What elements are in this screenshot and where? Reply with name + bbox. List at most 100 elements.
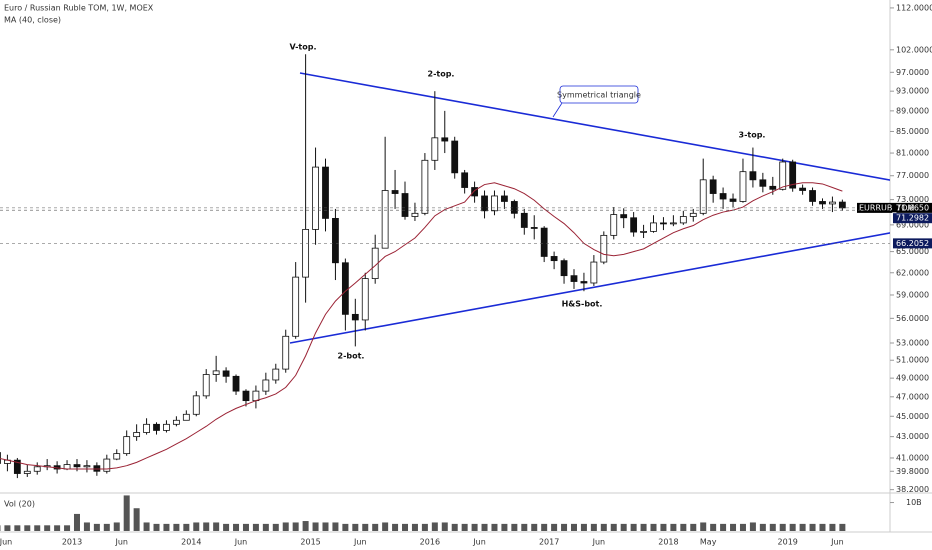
candle-body [520, 212, 528, 228]
volume-bar [481, 523, 488, 531]
candle-body [302, 229, 310, 278]
candle-body [530, 227, 538, 229]
x-tick-label: May [700, 538, 717, 547]
volume-bar [789, 523, 796, 531]
candle-body [699, 179, 707, 214]
volume-bar [680, 523, 687, 531]
y-tick-label: 73.0000 [896, 195, 929, 204]
annotation: 2-top. [428, 70, 455, 79]
volume-bar [710, 523, 717, 531]
volume-bar [223, 523, 230, 531]
x-tick-label: Jun [830, 538, 844, 547]
volume-bar [382, 522, 389, 531]
candle-body [252, 390, 260, 402]
candle-body [620, 214, 628, 219]
candle-body [322, 166, 329, 219]
volume-bar [670, 523, 677, 531]
y-tick-label: 97.0000 [896, 68, 929, 77]
x-tick-label: 2019 [778, 538, 798, 547]
candle-body [491, 195, 498, 212]
x-tick-label: 2018 [658, 538, 678, 547]
candle-body [123, 436, 131, 455]
candle-body [461, 172, 469, 188]
y-tick-label: 47.0000 [896, 392, 929, 401]
candle-body [361, 278, 369, 321]
volume-bar [650, 523, 657, 531]
candle-body [312, 166, 319, 230]
volume-bar [372, 523, 379, 531]
volume-bar [431, 522, 438, 531]
volume-bar [561, 523, 568, 531]
y-tick-label: 56.0000 [896, 314, 929, 323]
volume-bar [511, 523, 518, 531]
volume-bar [332, 522, 339, 531]
candle-body [182, 413, 190, 421]
volume-bar [769, 523, 776, 531]
candle-body [411, 212, 419, 217]
candle-body [679, 216, 687, 224]
y-tick-label: 77.0000 [896, 171, 929, 180]
volume-bar [809, 523, 816, 531]
x-tick-label: 2013 [62, 538, 82, 547]
x-tick-label: 2017 [539, 538, 559, 547]
y-tick-label: 112.0000 [896, 3, 932, 12]
volume-bar [24, 525, 31, 531]
y-tick-label: 39.8000 [896, 467, 929, 476]
candle-body [262, 379, 270, 392]
candle-body [192, 395, 200, 415]
x-tick-label: Jun [472, 538, 486, 547]
volume-bar [143, 522, 150, 531]
candle-body [689, 212, 697, 217]
y-tick-label: 45.0000 [896, 412, 929, 421]
x-tick-label: Jun [0, 538, 12, 547]
volume-bar [630, 523, 637, 531]
volume-bar [660, 523, 667, 531]
y-tick-label: 93.0000 [896, 87, 929, 96]
x-tick-label: 2015 [300, 538, 320, 547]
candle-body [540, 227, 548, 257]
volume-bar [551, 523, 558, 531]
candle-body [769, 185, 777, 190]
volume-bar [829, 523, 836, 531]
candle-body [570, 275, 578, 282]
price-label-box [893, 238, 932, 249]
candle-body [799, 187, 807, 191]
candle-body [83, 465, 91, 468]
indicator-label: MA (40, close) [4, 16, 61, 25]
volume-bar [779, 523, 786, 531]
volume-bar [411, 523, 418, 531]
symbol-label: EURRUB_TOM [859, 203, 915, 212]
volume-bar [14, 525, 21, 531]
y-tick-label: 41.0000 [896, 453, 929, 462]
y-tick-label: 38.2000 [896, 485, 929, 494]
volume-label: Vol (20) [4, 500, 35, 509]
candle-body [202, 374, 210, 397]
y-tick-label: 102.0000 [896, 45, 932, 54]
volume-bar [113, 522, 120, 531]
volume-bar [819, 523, 826, 531]
candle-body [33, 466, 41, 472]
candle-body [441, 137, 449, 142]
candle-body [660, 222, 667, 225]
candle-body [640, 230, 647, 233]
volume-bar [799, 523, 806, 531]
y-tick-label: 89.0000 [896, 106, 929, 115]
volume-bar [34, 525, 41, 531]
candle-body [471, 187, 478, 197]
volume-bar [541, 523, 548, 531]
volume-bar [700, 522, 707, 531]
candle-body [580, 281, 588, 284]
annotation: 3-top. [739, 131, 766, 140]
volume-bar [610, 523, 617, 531]
candle-body [401, 193, 409, 217]
volume-bar [759, 523, 766, 531]
volume-bar [153, 523, 160, 531]
candle-body [133, 432, 141, 438]
volume-bar [531, 523, 538, 531]
candle-body [729, 198, 737, 202]
candle-body [669, 222, 677, 225]
candle-body [809, 190, 816, 202]
chart-title: Euro / Russian Ruble TOM, 1W, MOEX [4, 4, 154, 13]
candle-body [451, 140, 459, 174]
